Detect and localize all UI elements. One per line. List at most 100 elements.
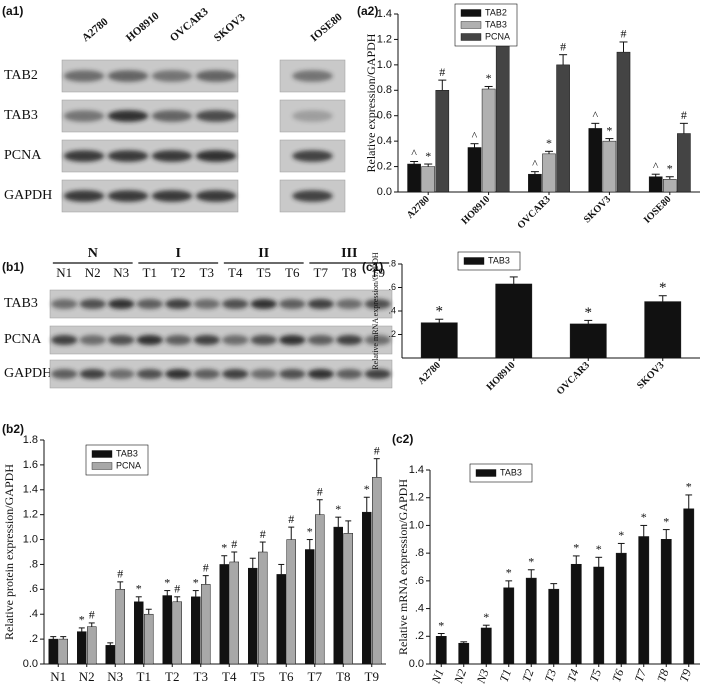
- bar: [570, 563, 582, 665]
- blot-band: [136, 368, 163, 380]
- blot-band: [336, 298, 363, 310]
- y-tick-label: 1.4: [23, 484, 38, 496]
- blot-band: [165, 334, 192, 346]
- bar: [593, 566, 605, 665]
- lane-label: T9: [371, 265, 385, 280]
- x-tick-label: T1: [137, 669, 151, 684]
- row-label: PCNA: [4, 148, 42, 163]
- y-tick-label: 1.2: [377, 33, 392, 45]
- blot-band: [151, 190, 193, 202]
- x-tick-label: T5: [251, 669, 265, 684]
- legend-label: TAB2: [485, 7, 507, 17]
- significance-mark: *: [663, 514, 669, 528]
- lane-label: T5: [257, 265, 271, 280]
- significance-mark: *: [686, 480, 692, 494]
- significance-mark: #: [117, 567, 123, 581]
- x-tick-label: T9: [677, 667, 694, 684]
- lane-label: OVCAR3: [168, 5, 211, 44]
- bar: [569, 323, 607, 359]
- blot-strip: [49, 289, 393, 319]
- bar: [677, 133, 691, 193]
- blot-band: [165, 298, 192, 310]
- blot-band: [165, 368, 192, 380]
- bar: [229, 561, 239, 665]
- group-label: N: [88, 246, 98, 261]
- blot-band: [136, 298, 163, 310]
- x-tick-label: T2: [519, 667, 536, 684]
- bar: [407, 163, 421, 193]
- blot-band: [51, 334, 78, 346]
- bar: [172, 601, 182, 665]
- bar: [588, 128, 603, 193]
- group-label: III: [341, 246, 357, 261]
- significance-mark: #: [203, 560, 209, 574]
- blot-band: [63, 70, 105, 82]
- blot-band: [107, 70, 149, 82]
- bar: [495, 283, 533, 359]
- blot-band: [292, 190, 333, 202]
- y-tick-label: 0.0: [409, 658, 424, 670]
- y-tick-label: .8: [29, 558, 38, 570]
- blot-band: [63, 150, 105, 162]
- legend-swatch: [463, 257, 485, 265]
- row-label: TAB2: [4, 68, 38, 83]
- legend-swatch: [475, 469, 497, 477]
- bar: [276, 574, 286, 665]
- panel-label: (b2): [2, 422, 24, 436]
- blot-band: [364, 298, 391, 310]
- lane-label: SKOV3: [212, 11, 248, 44]
- x-tick-label: T8: [654, 667, 671, 684]
- significance-mark: #: [620, 27, 626, 41]
- panel-label: (c2): [392, 432, 413, 446]
- x-tick-label: N1: [428, 667, 446, 684]
- blot-band: [307, 368, 334, 380]
- significance-mark: ^: [411, 146, 417, 160]
- blot-band: [250, 368, 277, 380]
- blot-band: [222, 334, 249, 346]
- bar: [467, 147, 482, 193]
- blot-band: [151, 110, 193, 122]
- bar: [435, 636, 447, 665]
- significance-mark: *: [335, 502, 341, 516]
- bar: [333, 526, 343, 665]
- bar: [683, 508, 695, 665]
- significance-mark: *: [641, 510, 647, 524]
- significance-mark: *: [364, 482, 370, 496]
- y-tick-label: .6: [29, 583, 38, 595]
- bar: [201, 584, 211, 665]
- y-axis-label: Relative protein expression/GAPDH: [2, 464, 16, 640]
- legend-swatch: [460, 21, 482, 29]
- x-tick-label: T9: [365, 669, 379, 684]
- y-tick-label: 1.0: [23, 533, 38, 545]
- blot-band: [108, 334, 135, 346]
- blot-strip: [49, 325, 393, 355]
- x-tick-label: T7: [308, 669, 323, 684]
- group-label: I: [176, 246, 181, 261]
- significance-mark: *: [618, 528, 624, 542]
- lane-label: T2: [171, 265, 185, 280]
- y-axis-label: Relative mRNA expression/GAPDH: [396, 479, 410, 655]
- lane-label: T4: [228, 265, 243, 280]
- bar: [87, 626, 97, 665]
- bar: [134, 601, 144, 665]
- y-tick-label: .8: [415, 547, 424, 559]
- bar: [648, 176, 663, 193]
- bar: [105, 645, 116, 665]
- x-tick-label: T3: [194, 669, 208, 684]
- significance-mark: *: [506, 566, 512, 580]
- significance-mark: *: [221, 540, 227, 554]
- y-tick-label: 1.4: [409, 464, 424, 476]
- blot-band: [279, 368, 306, 380]
- significance-mark: *: [546, 136, 552, 150]
- x-tick-label: OVCAR3: [555, 360, 592, 397]
- lane-label: N3: [113, 265, 129, 280]
- bar: [458, 642, 470, 665]
- lane-label: HO8910: [124, 10, 162, 45]
- legend-label: PCNA: [485, 31, 510, 41]
- blot-band: [108, 368, 135, 380]
- significance-mark: #: [439, 65, 445, 79]
- significance-mark: *: [528, 555, 534, 569]
- blot-band: [79, 298, 106, 310]
- blot-band: [195, 110, 237, 122]
- bar: [528, 173, 542, 193]
